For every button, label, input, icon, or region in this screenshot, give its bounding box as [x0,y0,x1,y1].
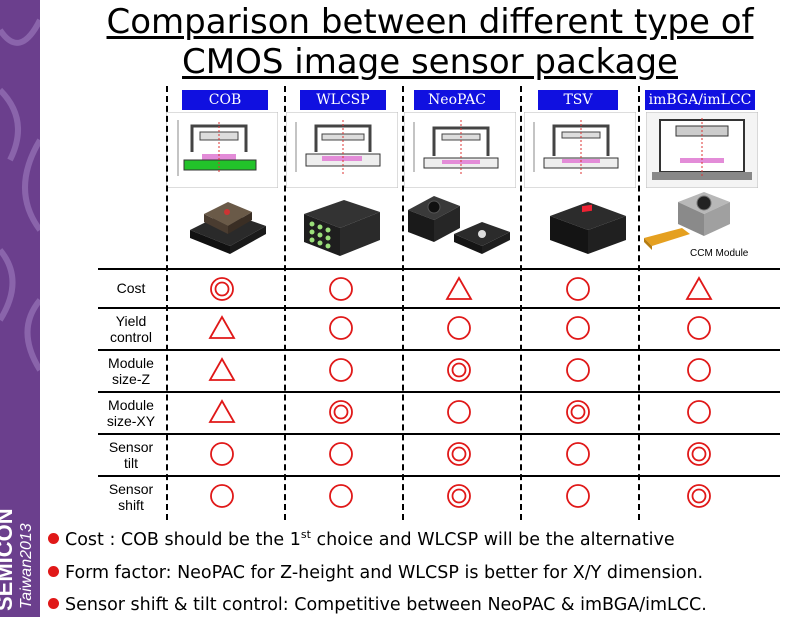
triangle-rating-icon [445,276,473,300]
row-label-line: tilt [124,455,138,471]
triangle-rating-icon [208,315,236,339]
semicon-logo: SEMICON Taiwan2013 [0,421,38,611]
bullet-dot-icon [48,598,59,609]
cob-package-diagram [166,112,278,188]
row-label-cost: Cost [98,280,164,296]
row-label-module-size-xy: Module size-XY [98,397,164,429]
row-divider [98,475,780,477]
column-label-wlcsp: WLCSP [300,90,386,110]
double-circle-rating-icon [687,442,711,466]
circle-rating-icon [329,358,353,382]
row-label-yield-control: Yield control [98,313,164,345]
circle-rating-icon [687,358,711,382]
double-circle-rating-icon [447,358,471,382]
column-label-cob: COB [182,90,268,110]
circle-rating-icon [329,442,353,466]
row-label-sensor-tilt: Sensor tilt [98,439,164,471]
bullet-cost: Cost : COB should be the 1st choice and … [48,528,675,550]
double-circle-rating-icon [210,277,234,301]
row-label-module-size-z: Module size-Z [98,355,164,387]
circle-rating-icon [210,484,234,508]
tsv-module-photo [550,202,626,254]
bullet-text: choice and WLCSP will be the alternative [310,529,675,550]
bullet-dot-icon [48,532,59,544]
triangle-rating-icon [208,399,236,423]
column-divider [284,86,286,520]
circle-rating-icon [566,442,590,466]
column-label-tsv: TSV [538,90,618,110]
circle-rating-icon [687,316,711,340]
left-brand-band: SEMICON Taiwan2013 [0,0,40,617]
column-label-neopac: NeoPAC [414,90,500,110]
bullet-superscript: st [300,528,311,541]
column-divider [166,86,168,520]
row-label-line: Cost [116,280,146,296]
row-label-sensor-shift: Sensor shift [98,481,164,513]
logo-main-text: SEMICON [0,508,17,611]
title-line-1: Comparison between different type of [106,2,754,42]
circle-rating-icon [329,316,353,340]
logo-sub-text: Taiwan2013 [18,523,35,609]
row-label-line: Yield [115,313,147,329]
circle-rating-icon [210,442,234,466]
tsv-package-diagram [524,112,636,188]
cob-module-photo [190,202,266,254]
circle-rating-icon [447,400,471,424]
imbga-package-diagram [646,112,758,188]
circle-rating-icon [566,484,590,508]
circle-rating-icon [447,316,471,340]
row-divider [98,391,780,393]
bullet-form-factor: Form factor: NeoPAC for Z-height and WLC… [48,563,703,583]
row-label-line: Module [108,355,154,371]
row-label-line: size-Z [111,371,151,387]
bullet-text: Cost : COB should be the 1 [65,529,301,550]
row-divider [98,349,780,351]
row-divider [98,433,780,435]
column-divider [402,86,404,520]
triangle-rating-icon [208,357,236,381]
neopac-package-diagram [404,112,516,188]
double-circle-rating-icon [687,484,711,508]
wlcsp-module-photo [304,200,380,256]
row-divider [98,268,780,270]
row-label-line: Sensor [108,439,154,455]
title-line-2: CMOS image sensor package [182,42,678,82]
bullet-dot-icon [48,566,59,577]
column-divider [520,86,522,520]
circle-rating-icon [687,400,711,424]
bullet-text: Form factor: NeoPAC for Z-height and WLC… [65,563,704,583]
circle-rating-icon [566,277,590,301]
double-circle-rating-icon [566,400,590,424]
row-label-line: size-XY [106,413,156,429]
double-circle-rating-icon [447,442,471,466]
row-divider [98,307,780,309]
neopac-module-photo [408,196,510,254]
ccm-module-caption: CCM Module [690,248,749,259]
circle-rating-icon [329,484,353,508]
row-label-line: Module [108,397,154,413]
bullet-sensor-control: Sensor shift & tilt control: Competitive… [48,595,707,615]
bullet-text: Sensor shift & tilt control: Competitive… [65,595,707,615]
wlcsp-package-diagram [286,112,398,188]
double-circle-rating-icon [329,400,353,424]
triangle-rating-icon [685,276,713,300]
imbga-ccm-module-photo [644,192,730,250]
row-label-line: Sensor [108,481,154,497]
row-label-line: control [109,329,153,345]
column-label-imbga: imBGA/imLCC [645,90,755,110]
circle-rating-icon [329,277,353,301]
decorative-swirl [0,18,40,372]
double-circle-rating-icon [447,484,471,508]
circle-rating-icon [566,358,590,382]
circle-rating-icon [566,316,590,340]
page-title: Comparison between different type of CMO… [60,2,800,82]
column-divider [638,86,640,520]
row-label-line: shift [118,497,144,513]
